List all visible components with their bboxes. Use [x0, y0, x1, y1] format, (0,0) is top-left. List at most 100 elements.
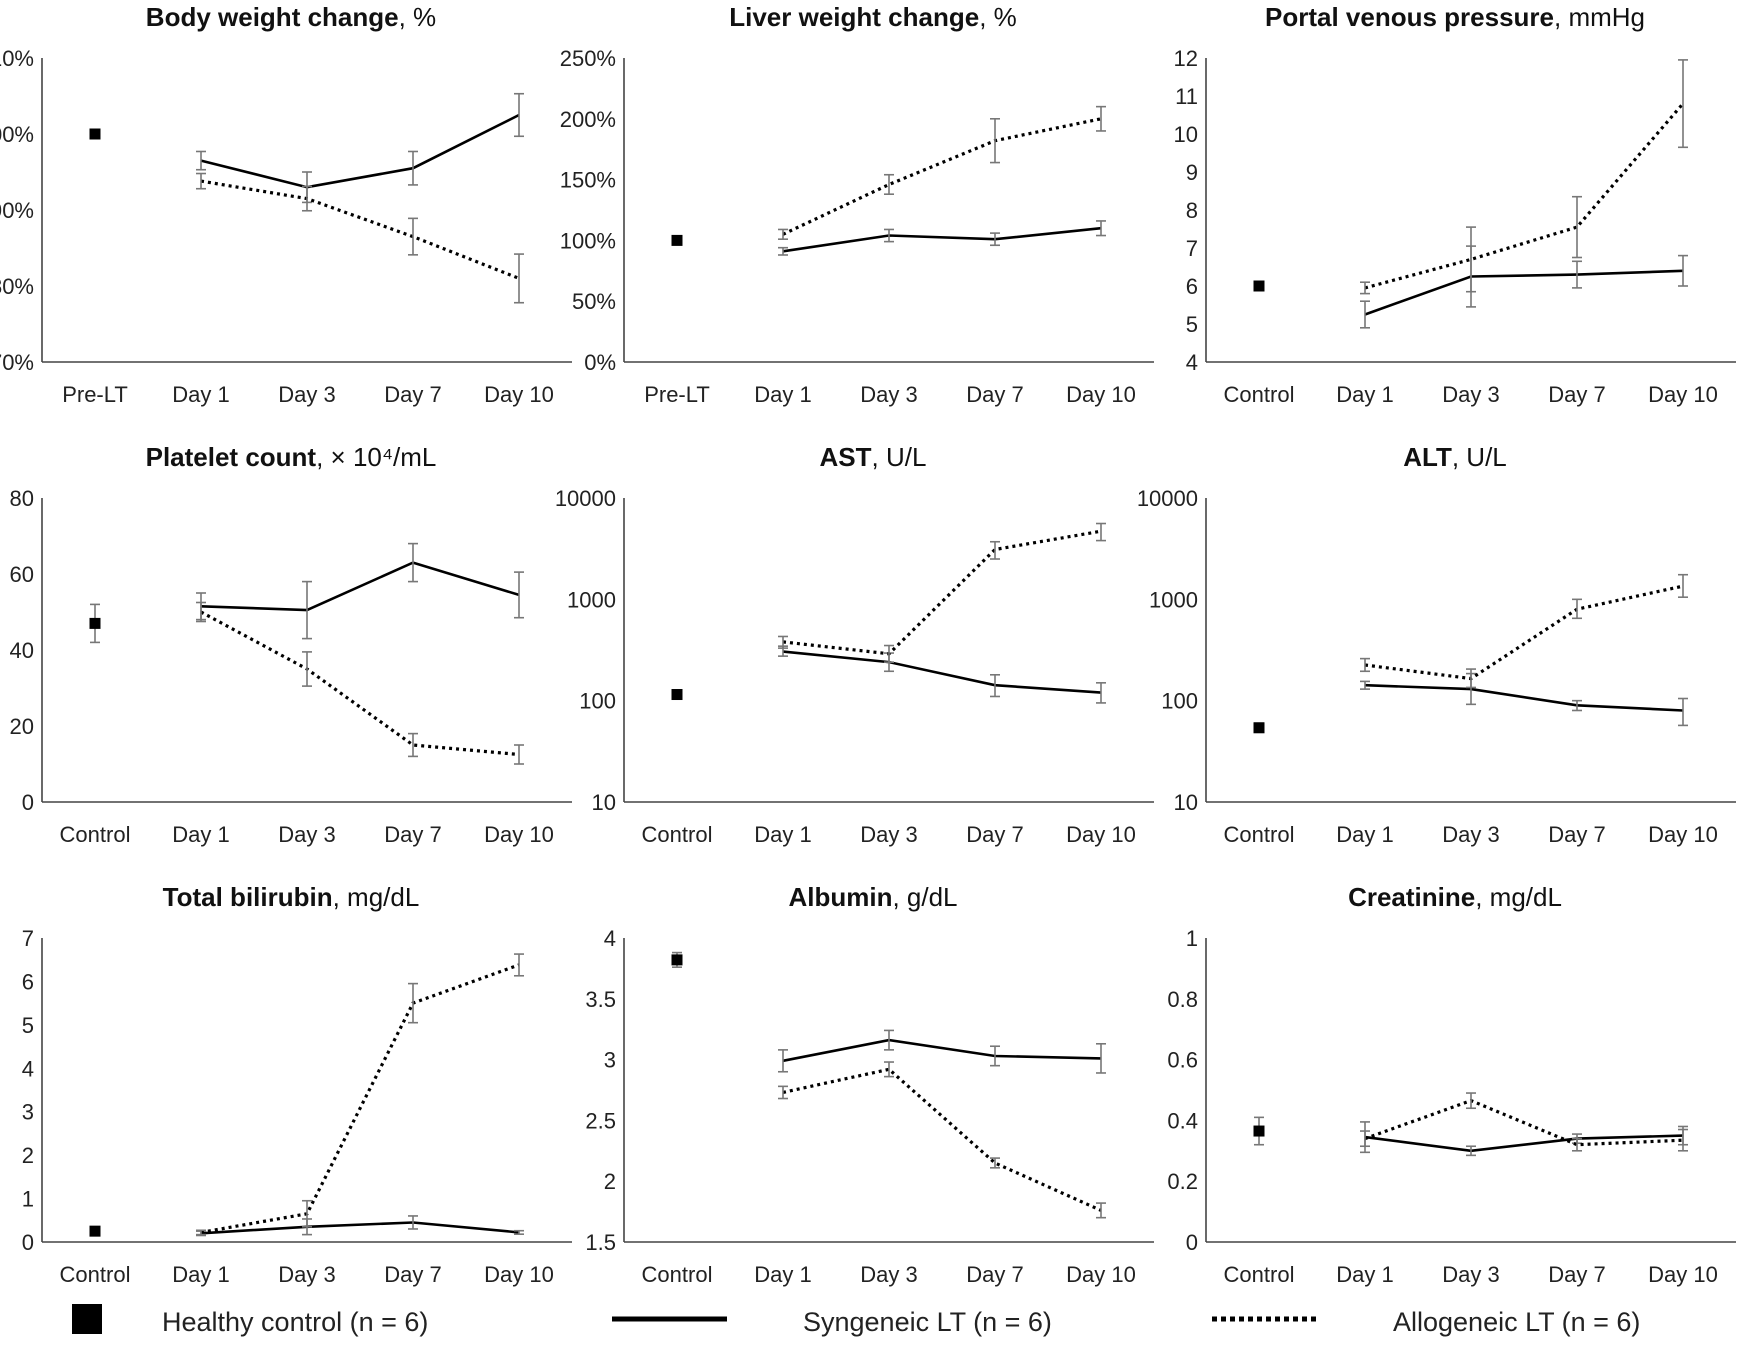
y-tick-label: 1.5: [585, 1230, 616, 1255]
y-tick-label: 1: [22, 1187, 34, 1212]
y-tick-label: 10000: [555, 486, 616, 511]
x-tick-label: Day 3: [1442, 1262, 1499, 1287]
y-tick-label: 5: [1186, 312, 1198, 337]
chart-panel: Creatinine, mg/dL 0 0.2 0.4 0.6 0.8 1 Control Da…: [1164, 880, 1746, 1320]
syngeneic-error-bar: [1096, 682, 1106, 704]
y-tick-label: 4: [1186, 350, 1198, 375]
y-tick-label: 0.4: [1167, 1108, 1198, 1133]
syngeneic-error-bar: [408, 150, 418, 186]
y-tick-label: 50%: [572, 289, 616, 314]
chart-panel: AST, U/L 10 100 1000 10000 Control Day 1 Day 3 D…: [555, 440, 1164, 880]
allogeneic-error-bar: [884, 173, 894, 195]
x-tick-label: Day 1: [1336, 382, 1393, 407]
allogeneic-error-bar: [196, 601, 206, 623]
x-tick-label: Day 10: [1066, 1262, 1136, 1287]
syngeneic-error-bar: [1096, 220, 1106, 237]
y-tick-label: 10: [1174, 122, 1198, 147]
allogeneic-error-bar: [1466, 1092, 1476, 1110]
allogeneic-line: [200, 179, 520, 280]
y-tick-label: 0: [1186, 1230, 1198, 1255]
allogeneic-error-bar: [1360, 1130, 1370, 1148]
y-tick-label: 60: [10, 562, 34, 587]
control-marker: [1253, 722, 1265, 734]
y-tick-label: 1000: [1149, 587, 1198, 612]
x-tick-label: Day 10: [1648, 1262, 1718, 1287]
x-tick-label: Day 3: [860, 1262, 917, 1287]
chart-title-units: , mmHg: [1554, 2, 1645, 32]
allogeneic-error-bar: [1678, 573, 1688, 598]
y-tick-label: 6: [22, 969, 34, 994]
y-tick-label: 80%: [0, 274, 34, 299]
syngeneic-error-bar: [990, 232, 1000, 247]
allogeneic-error-bar: [1096, 105, 1106, 132]
syngeneic-error-bar: [778, 246, 788, 256]
control-marker: [89, 1225, 101, 1237]
y-tick-label: 8: [1186, 198, 1198, 223]
y-tick-label: 100: [579, 689, 616, 714]
x-tick-label: Day 3: [278, 382, 335, 407]
y-tick-label: 0.6: [1167, 1048, 1198, 1073]
x-tick-label: Day 3: [860, 382, 917, 407]
allogeneic-line: [1364, 1098, 1684, 1147]
allogeneic-error-bar: [990, 118, 1000, 164]
chart-panel: Total bilirubin, mg/dL 0 1 2 3 4 5 6 7 Control Day…: [0, 880, 582, 1320]
syngeneic-error-bar: [1360, 300, 1370, 329]
x-tick-label: Day 10: [1648, 382, 1718, 407]
chart-title-bold: Body weight change: [146, 2, 399, 32]
y-tick-label: 200%: [560, 107, 616, 132]
chart-svg: AST, U/L 10 100 1000 10000 Control Day 1 Day 3 D…: [555, 442, 1154, 847]
syngeneic-error-bar: [408, 542, 418, 583]
syngeneic-error-bar: [514, 1229, 524, 1235]
allogeneic-error-bar: [884, 644, 894, 663]
control-marker: [671, 954, 683, 966]
syngeneic-line: [782, 226, 1102, 253]
allogeneic-error-bar: [1360, 657, 1370, 673]
x-tick-label: Day 1: [1336, 822, 1393, 847]
x-tick-label: Day 7: [966, 1262, 1023, 1287]
syngeneic-error-bar: [408, 1215, 418, 1230]
allogeneic-error-bar: [990, 540, 1000, 560]
allogeneic-error-bar: [1572, 598, 1582, 620]
syngeneic-error-bar: [1678, 697, 1688, 727]
x-tick-label: Control: [642, 1262, 713, 1287]
x-tick-label: Day 7: [1548, 822, 1605, 847]
chart-title-bold: Platelet count: [146, 442, 317, 472]
chart-title-units: , × 10⁴/mL: [316, 442, 436, 472]
x-tick-label: Day 3: [1442, 382, 1499, 407]
allogeneic-line: [782, 117, 1102, 236]
syngeneic-line: [1364, 269, 1684, 316]
chart-title: Albumin, g/dL: [788, 882, 957, 912]
y-tick-label: 12: [1174, 46, 1198, 71]
x-tick-label: Day 7: [384, 822, 441, 847]
chart-panel: ALT, U/L 10 100 1000 10000 Control Day 1 Day 3 D…: [1137, 440, 1746, 880]
allogeneic-line: [1364, 584, 1684, 681]
chart-title-bold: Albumin: [788, 882, 892, 912]
control-marker: [89, 617, 101, 629]
allogeneic-error-bar: [1678, 59, 1688, 149]
syngeneic-line: [200, 561, 520, 612]
y-tick-label: 100%: [560, 228, 616, 253]
x-tick-label: Day 3: [1442, 822, 1499, 847]
allogeneic-error-bar: [1572, 1137, 1582, 1152]
chart-title-units: , mg/dL: [333, 882, 420, 912]
syngeneic-line: [200, 1221, 520, 1235]
chart-title: Platelet count, × 10⁴/mL: [146, 442, 437, 472]
y-tick-label: 7: [1186, 236, 1198, 261]
allogeneic-error-bar: [514, 253, 524, 304]
chart-svg: Portal venous pressure, mmHg 4 5 6 7 8 9 10 11 12…: [1174, 2, 1736, 407]
chart-svg: Body weight change, % 70% 80% 90% 100% 110% Pr…: [0, 2, 572, 407]
allogeneic-error-bar: [1360, 281, 1370, 295]
x-tick-label: Day 1: [754, 1262, 811, 1287]
syngeneic-error-bar: [884, 228, 894, 243]
y-tick-label: 6: [1186, 274, 1198, 299]
chart-svg: Total bilirubin, mg/dL 0 1 2 3 4 5 6 7 Control Day…: [22, 882, 572, 1287]
allogeneic-error-bar: [514, 744, 524, 765]
syngeneic-error-bar: [884, 1029, 894, 1051]
syngeneic-error-bar: [1360, 680, 1370, 690]
chart-title-units: , mg/dL: [1475, 882, 1562, 912]
y-tick-label: 110%: [0, 46, 34, 71]
x-tick-label: Day 10: [1066, 822, 1136, 847]
chart-svg: ALT, U/L 10 100 1000 10000 Control Day 1 Day 3 D…: [1137, 442, 1736, 847]
allogeneic-line: [200, 610, 520, 757]
chart-panel: Portal venous pressure, mmHg 4 5 6 7 8 9 10 11 12…: [1164, 0, 1746, 440]
